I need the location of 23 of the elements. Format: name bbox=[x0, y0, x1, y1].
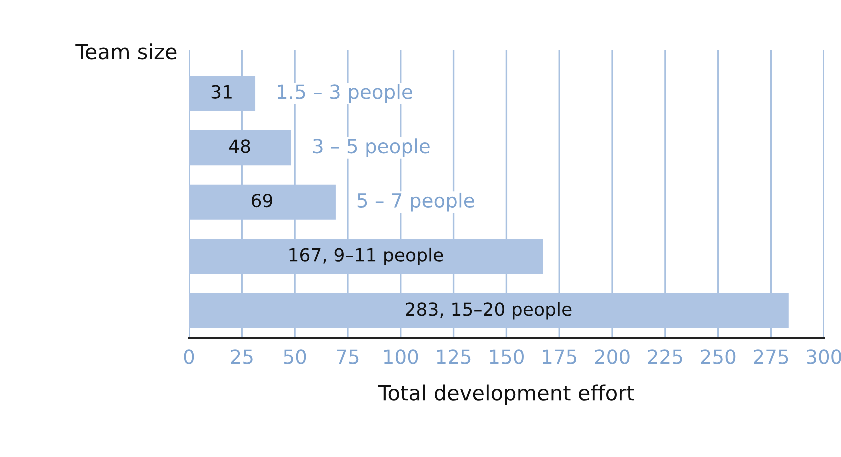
x-tick-label: 300 bbox=[807, 350, 841, 364]
data-label: 283, 15–20 people bbox=[406, 302, 572, 320]
x-tick-label: 225 bbox=[648, 350, 682, 364]
x-tick-label: 150 bbox=[490, 350, 524, 364]
annotation: 1.5 – 3 people bbox=[278, 84, 412, 104]
x-tick-label: 0 bbox=[184, 350, 194, 364]
x-tick-label: 125 bbox=[437, 350, 471, 364]
data-label: 167, 9–11 people bbox=[290, 248, 444, 266]
y-axis-title: Team size bbox=[76, 44, 177, 60]
data-label: 48 bbox=[229, 140, 250, 154]
data-label: 31 bbox=[212, 85, 232, 99]
x-tick-label: 275 bbox=[754, 350, 788, 364]
annotation: 3 – 5 people bbox=[313, 138, 430, 158]
x-tick-label: 200 bbox=[595, 350, 630, 364]
x-tick-label: 250 bbox=[701, 350, 736, 364]
x-tick-label: 75 bbox=[337, 350, 359, 364]
x-tick-label: 25 bbox=[231, 350, 253, 364]
x-tick-label: 100 bbox=[384, 350, 418, 364]
data-label: 69 bbox=[252, 194, 272, 208]
x-axis-title: Total development effort bbox=[378, 384, 634, 405]
annotation: 5 – 7 people bbox=[358, 192, 474, 212]
x-tick-label: 175 bbox=[543, 350, 576, 364]
x-tick-label: 50 bbox=[284, 350, 306, 364]
